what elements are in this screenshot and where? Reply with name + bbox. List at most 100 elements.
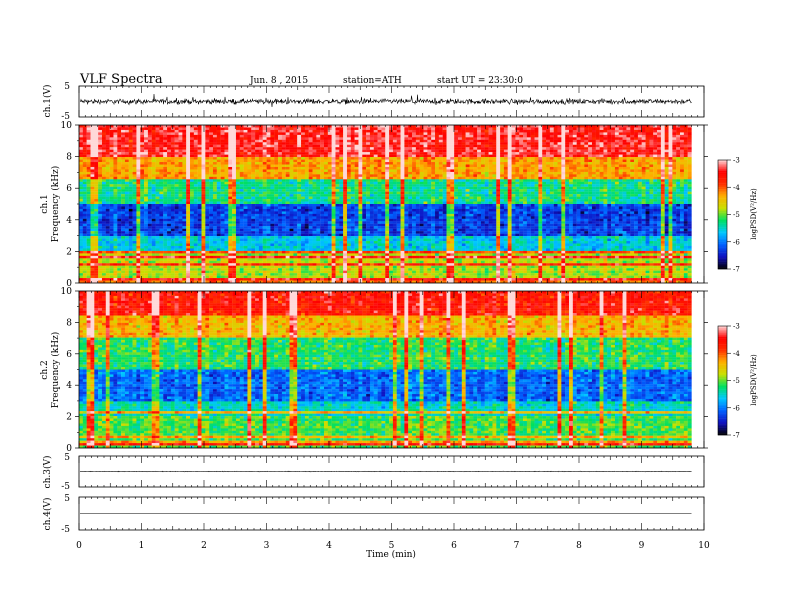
spectrogram-cell xyxy=(301,150,305,153)
spectrogram-cell xyxy=(121,162,125,165)
spectrogram-cell xyxy=(416,199,420,202)
spectrogram-cell xyxy=(228,147,232,150)
spectrogram-cell xyxy=(535,184,539,187)
spectrogram-cell xyxy=(293,130,297,133)
spectrogram-cell xyxy=(535,165,539,168)
spectrogram-cell xyxy=(110,135,114,138)
spectrogram-cell xyxy=(247,160,251,163)
spectrogram-cell xyxy=(619,194,623,197)
spectrogram-cell xyxy=(408,140,412,143)
spectrogram-cell xyxy=(320,130,324,133)
spectrogram-cell xyxy=(538,172,542,175)
spectrogram-cell xyxy=(144,182,148,185)
spectrogram-cell xyxy=(462,179,466,182)
spectrogram-cell xyxy=(607,192,611,195)
spectrogram-cell xyxy=(102,145,106,148)
spectrogram-cell xyxy=(313,162,317,165)
spectrogram-cell xyxy=(106,132,110,135)
spectrogram-cell xyxy=(148,130,152,133)
spectrogram-cell xyxy=(140,182,144,185)
spectrogram-cell xyxy=(646,142,650,145)
spectrogram-cell xyxy=(228,169,232,172)
spectrogram-cell xyxy=(232,199,236,202)
spectrogram-cell xyxy=(569,152,573,155)
spectrogram-cell xyxy=(136,142,140,145)
spectrogram-cell xyxy=(202,187,206,190)
spectrogram-cell xyxy=(535,169,539,172)
spectrogram-cell xyxy=(167,165,171,168)
spectrogram-cell xyxy=(347,130,351,133)
spectrogram-cell xyxy=(190,150,194,153)
spectrogram-cell xyxy=(424,197,428,200)
spectrogram-cell xyxy=(190,167,194,170)
spectrogram-cell xyxy=(676,174,680,177)
spectrogram-cell xyxy=(427,194,431,197)
spectrogram-cell xyxy=(512,155,516,158)
spectrogram-cell xyxy=(688,174,692,177)
spectrogram-cell xyxy=(458,155,462,158)
spectrogram-cell xyxy=(623,157,627,160)
spectrogram-cell xyxy=(94,132,98,135)
spectrogram-cell xyxy=(393,147,397,150)
spectrogram-cell xyxy=(343,169,347,172)
spectrogram-cell xyxy=(588,157,592,160)
spectrogram-cell xyxy=(332,189,336,192)
spectrogram-cell xyxy=(596,147,600,150)
spectrogram-cell xyxy=(404,147,408,150)
spectrogram-cell xyxy=(117,172,121,175)
spectrogram-cell xyxy=(404,192,408,195)
spectrogram-cell xyxy=(596,145,600,148)
spectrogram-cell xyxy=(477,165,481,168)
spectrogram-cell xyxy=(267,140,271,143)
spectrogram-cell xyxy=(496,199,500,202)
spectrogram-cell xyxy=(523,162,527,165)
spectrogram-cell xyxy=(603,145,607,148)
spectrogram-cell xyxy=(213,152,217,155)
spectrogram-cell xyxy=(121,187,125,190)
spectrogram-cell xyxy=(113,194,117,197)
spectrogram-cell xyxy=(182,197,186,200)
spectrogram-cell xyxy=(106,137,110,140)
spectrogram-cell xyxy=(381,182,385,185)
spectrogram-cell xyxy=(573,162,577,165)
spectrogram-cell xyxy=(558,157,562,160)
spectrogram-cell xyxy=(447,187,451,190)
spectrogram-cell xyxy=(316,184,320,187)
spectrogram-cell xyxy=(462,162,466,165)
spectrogram-cell xyxy=(144,194,148,197)
spectrogram-cell xyxy=(565,179,569,182)
spectrogram-cell xyxy=(378,142,382,145)
spectrogram-cell xyxy=(240,167,244,170)
spectrogram-cell xyxy=(117,152,121,155)
spectrogram-cell xyxy=(412,169,416,172)
spectrogram-cell xyxy=(527,160,531,163)
spectrogram-cell xyxy=(535,157,539,160)
spectrogram-cell xyxy=(335,147,339,150)
spectrogram-cell xyxy=(496,167,500,170)
spectrogram-cell xyxy=(412,192,416,195)
spectrogram-cell xyxy=(320,145,324,148)
spectrogram-cell xyxy=(508,172,512,175)
spectrogram-cell xyxy=(186,127,190,130)
spectrogram-cell xyxy=(221,147,225,150)
spectrogram-cell xyxy=(378,197,382,200)
spectrogram-cell xyxy=(228,192,232,195)
spectrogram-cell xyxy=(282,157,286,160)
spectrogram-cell xyxy=(477,179,481,182)
spectrogram-cell xyxy=(611,162,615,165)
spectrogram-cell xyxy=(355,192,359,195)
spectrogram-cell xyxy=(221,162,225,165)
spectrogram-cell xyxy=(343,162,347,165)
spectrogram-cell xyxy=(282,130,286,133)
spectrogram-cell xyxy=(584,152,588,155)
spectrogram-cell xyxy=(443,197,447,200)
spectrogram-cell xyxy=(489,192,493,195)
spectrogram-cell xyxy=(389,152,393,155)
spectrogram-cell xyxy=(121,137,125,140)
spectrogram-cell xyxy=(110,155,114,158)
spectrogram-cell xyxy=(558,174,562,177)
spectrogram-cell xyxy=(519,130,523,133)
spectrogram-cell xyxy=(263,135,267,138)
spectrogram-cell xyxy=(286,147,290,150)
spectrogram-cell xyxy=(489,157,493,160)
